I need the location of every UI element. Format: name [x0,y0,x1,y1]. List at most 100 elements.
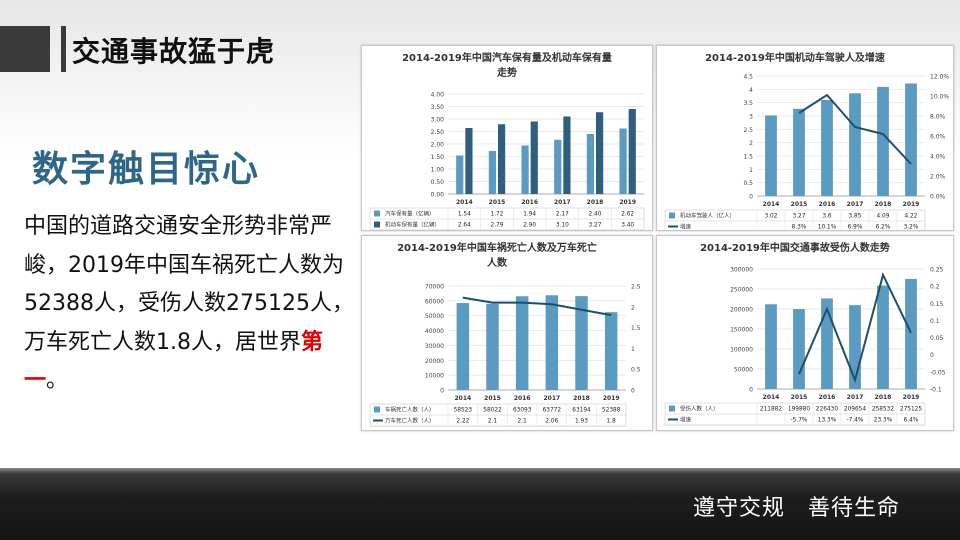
y-tick-label: 0 [749,194,753,201]
y-tick-label: 0.5 [743,180,753,187]
x-tick-label: 2015 [791,394,808,401]
legend-label: 汽车保有量（亿辆） [385,210,435,218]
y2-tick-label: 1.5 [631,325,641,332]
x-tick-label: 2015 [489,199,506,206]
y2-tick-label: 4.0% [930,154,946,161]
data-table-value: 3.2% [904,225,919,230]
x-tick-label: 2016 [819,394,836,401]
y-tick-label: 0 [749,387,753,394]
data-table-value: 52388 [602,408,621,414]
data-table-value: 4.22 [905,214,918,220]
legend-label: 万车死亡人数（人） [385,417,435,425]
x-tick-label: 2018 [573,395,590,402]
legend-swatch-bar [374,406,380,413]
legend-label: 车祸死亡人数（人） [385,406,435,414]
legend-label: 机动车驾驶人（亿人） [680,212,735,220]
data-table-value: 1.54 [458,212,471,218]
data-table-value: 13.3% [818,418,837,424]
body-highlight: 第一 [24,329,324,394]
data-table-value: 3.27 [793,214,806,220]
data-table-value: 2.1 [488,419,498,425]
bar-2018 [596,112,604,194]
x-tick-label: 2016 [819,201,836,208]
data-table-value: 2.62 [621,212,634,218]
data-table-value: 199880 [788,407,810,413]
data-table-value: 1.94 [523,212,536,218]
y-tick-label: 60000 [425,298,444,305]
data-table-value: 1.8 [607,419,617,425]
y-tick-label: 0.50 [431,179,445,186]
x-tick-label: 2019 [903,394,920,401]
data-table-value: 258532 [872,407,894,413]
y2-tick-label: 6.0% [930,134,946,141]
y-tick-label: 2.00 [431,142,445,149]
data-table-value: 211882 [760,407,782,413]
legend-swatch-bar [669,405,675,412]
x-tick-label: 2018 [875,394,892,401]
y2-tick-label: 0.15 [930,301,944,308]
x-tick-label: 2014 [763,394,780,401]
data-table-value: 58523 [454,408,473,414]
y2-tick-label: 8.0% [930,114,946,121]
x-tick-label: 2018 [875,201,892,208]
x-tick-label: 2014 [763,201,780,208]
y-tick-label: 100000 [730,347,753,354]
legend-label: 受伤人数（人） [680,405,719,413]
footer-slogan: 遵守交规 善待生命 [692,496,900,521]
data-table-value: 2.79 [491,223,504,229]
data-table-value: 23.3% [874,418,893,424]
y2-tick-label: -0.1 [930,387,942,394]
data-table-value: 3.02 [765,214,778,220]
data-table-value: 226430 [816,407,838,413]
chart-panel-deaths: 2014-2019年中国车祸死亡人数及万车死亡 人数 0 10000 20000 3000… [361,235,653,431]
footer-band [0,468,960,540]
bar-2018 [877,285,889,389]
legend-swatch-bar [669,212,675,219]
y2-tick-label: 1 [631,346,635,353]
x-tick-label: 2019 [903,201,920,208]
y-tick-label: 200000 [730,307,753,314]
chart-svg: 2014-2019年中国机动车驾驶人及增速 0 0.5 1 1.5 2 2.5 3 3.5 4 4.… [664,51,949,230]
y2-tick-label: 0 [631,388,635,395]
bar-2015 [793,108,805,196]
data-table-value: 6.4% [904,418,919,424]
y-tick-label: 3.00 [431,117,445,124]
page-title: 交通事故猛于虎 [72,35,276,68]
chart-title: 2014-2019年中国交通事故受伤人数走势 [700,241,890,254]
y-tick-label: 50000 [734,367,753,374]
x-tick-label: 2017 [554,199,571,206]
x-tick-label: 2016 [521,199,538,206]
y-tick-label: 2.5 [743,127,753,134]
x-tick-label: 2019 [619,199,636,206]
chart-title: 2014-2019年中国车祸死亡人数及万车死亡 [397,241,597,254]
line-series [798,93,912,165]
x-tick-label: 2014 [456,199,473,206]
x-tick-label: 2016 [514,395,531,402]
data-table-value: 8.3% [792,225,807,230]
body-paragraph: 中国的道路交通安全形势非常严峻，2019年中国车祸死亡人数为52388人，受伤人… [24,208,354,401]
x-tick-label: 2015 [791,201,808,208]
bar-2018 [586,134,594,194]
legend-swatch-bar [374,221,380,228]
y-tick-label: 0 [440,388,444,395]
bar-2019 [604,312,618,390]
data-table-value: 2.1 [518,419,528,425]
data-table-value: 209654 [844,407,866,413]
body-text-end: 。 [46,368,69,393]
x-tick-label: 2014 [454,395,471,402]
y-tick-label: 40000 [425,328,444,335]
data-table-value: -7.4% [847,418,864,424]
y-tick-label: 150000 [730,327,753,334]
y-tick-label: 300000 [730,267,753,274]
line-series [798,271,912,384]
bar-2017 [563,116,571,194]
legend-swatch-bar [374,210,380,217]
y2-tick-label: 0.25 [930,267,944,274]
y-tick-label: 1.00 [431,167,445,174]
y-tick-label: 250000 [730,287,753,294]
y-tick-label: 50000 [425,313,444,320]
y-tick-label: 10000 [425,373,444,380]
bar-2015 [486,303,499,390]
data-table-value: 2.40 [589,212,602,218]
bar-2014 [765,304,777,389]
